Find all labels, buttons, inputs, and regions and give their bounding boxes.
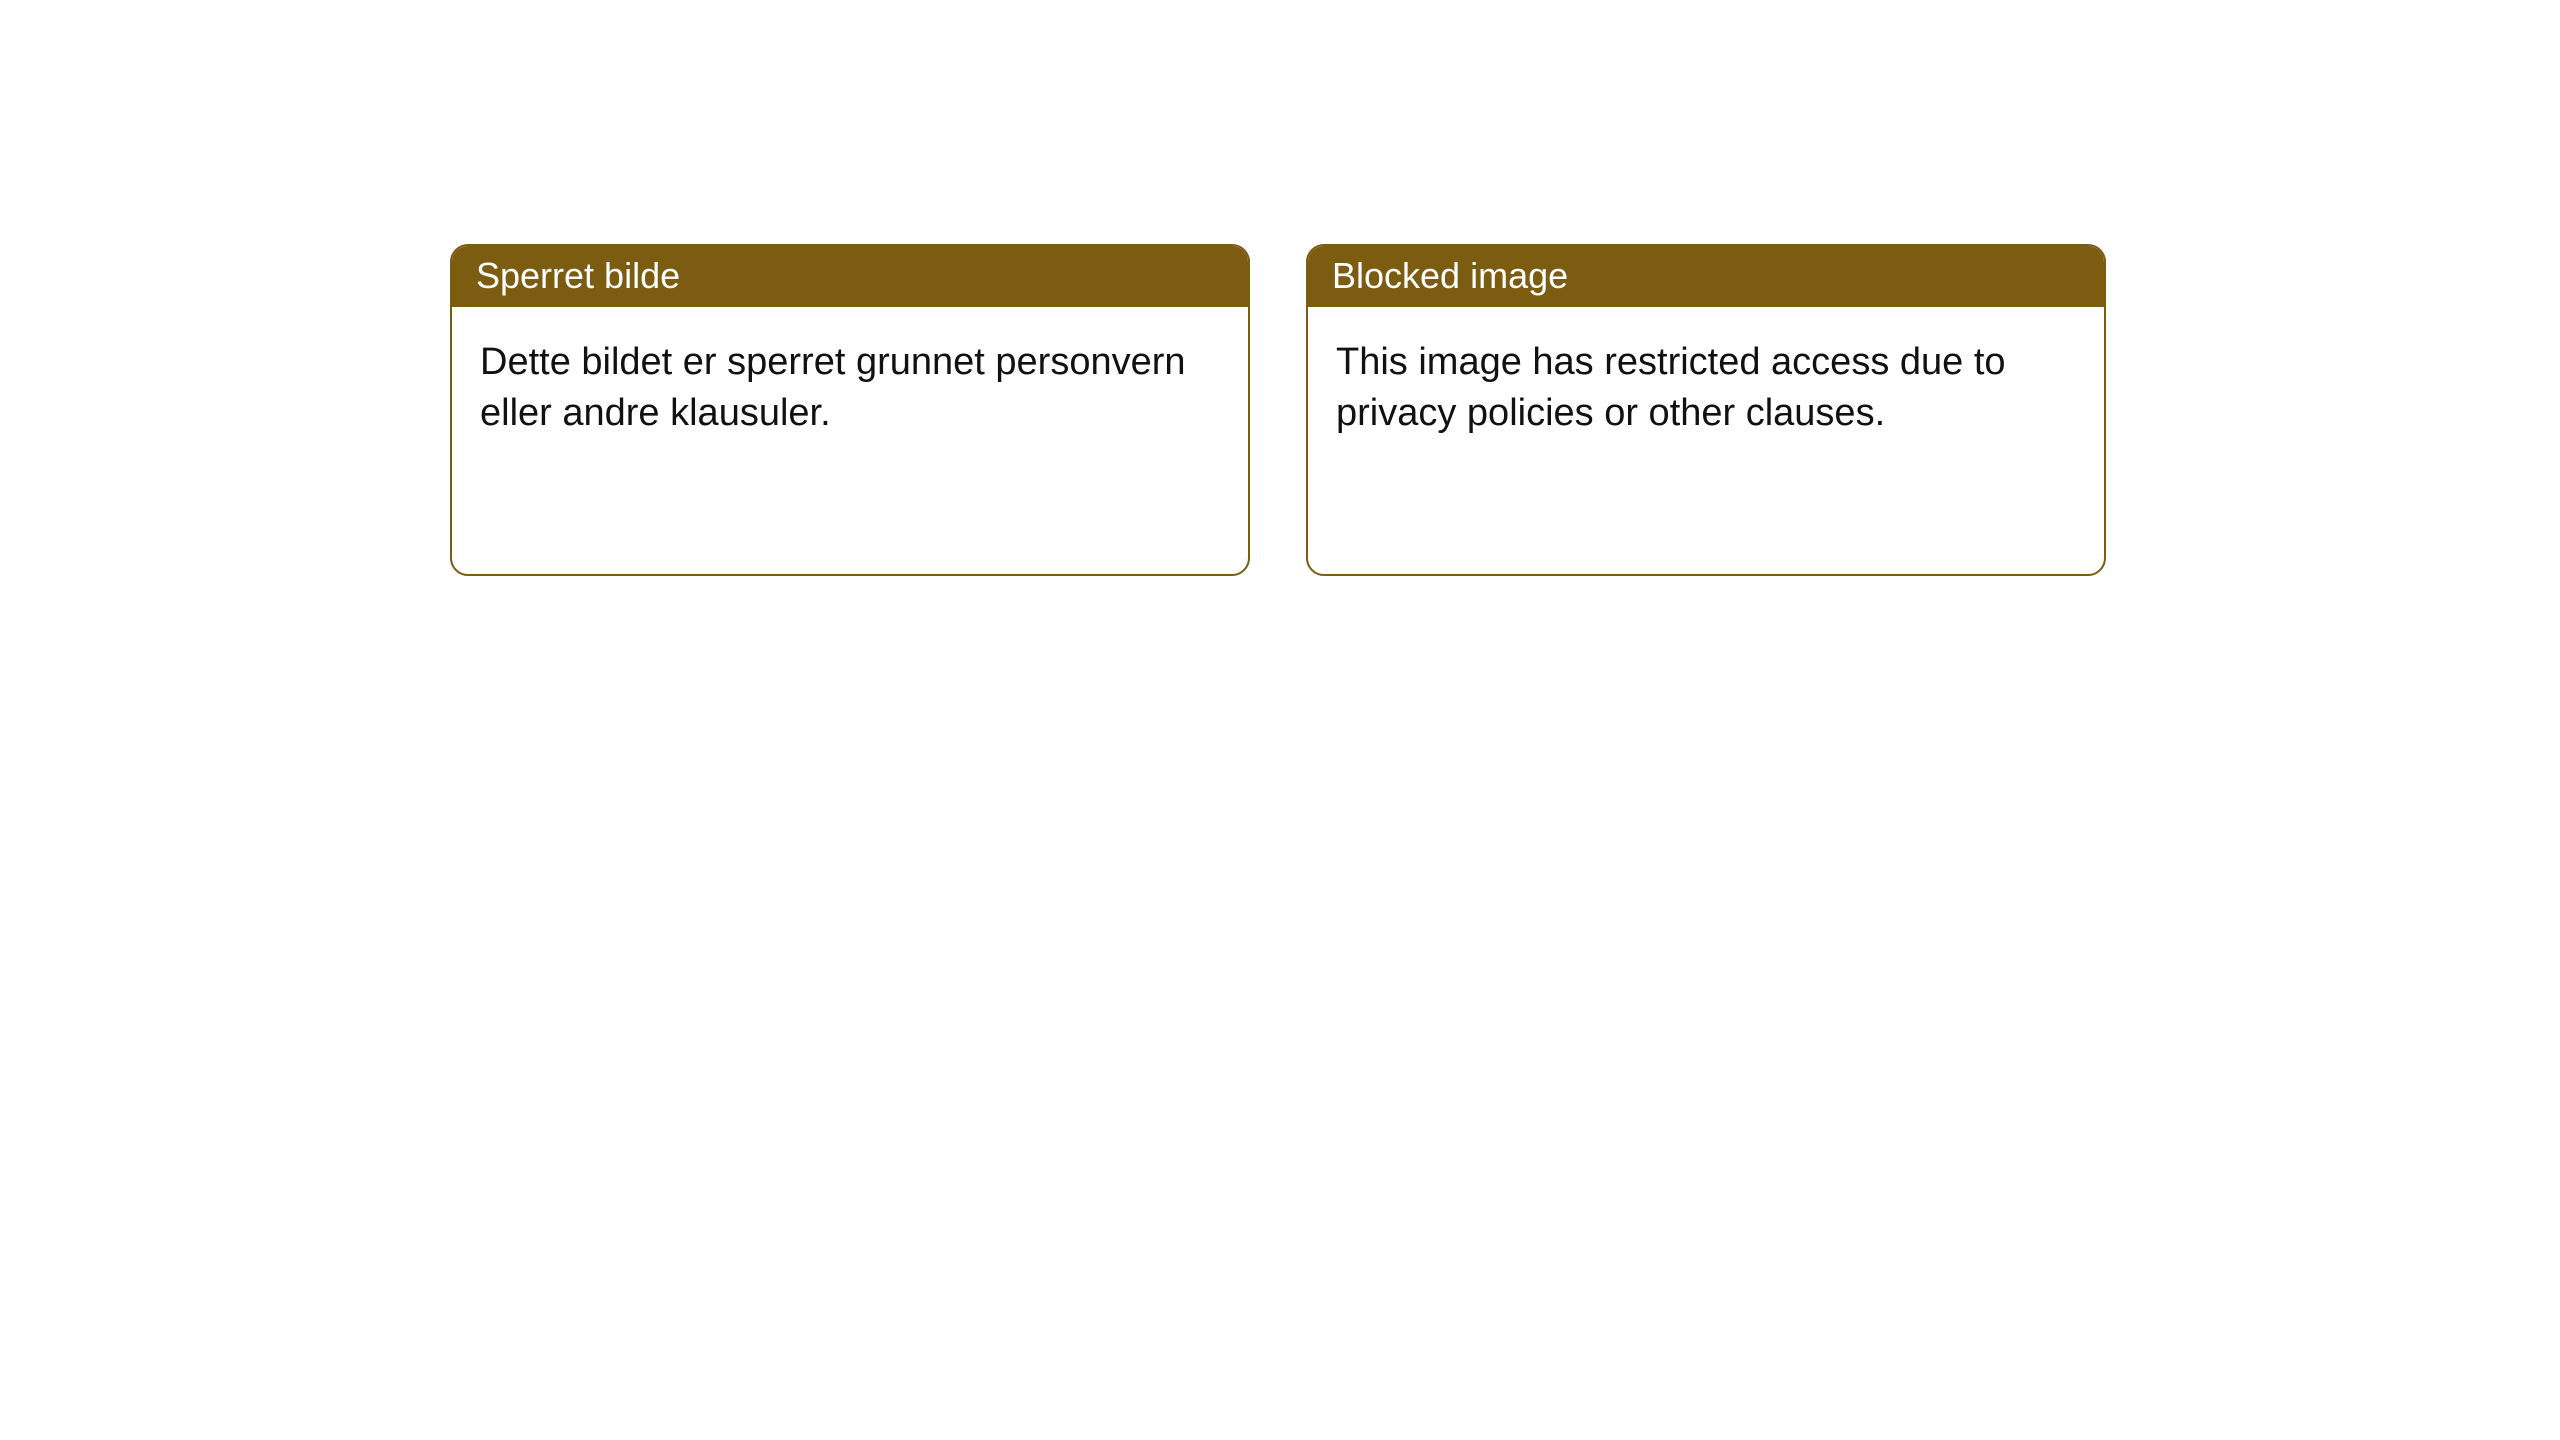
- card-body-english: This image has restricted access due to …: [1308, 307, 2104, 470]
- blocked-image-card-norwegian: Sperret bilde Dette bildet er sperret gr…: [450, 244, 1250, 576]
- blocked-image-card-english: Blocked image This image has restricted …: [1306, 244, 2106, 576]
- card-header-english: Blocked image: [1308, 246, 2104, 307]
- notice-cards-container: Sperret bilde Dette bildet er sperret gr…: [0, 0, 2560, 576]
- card-header-norwegian: Sperret bilde: [452, 246, 1248, 307]
- card-body-norwegian: Dette bildet er sperret grunnet personve…: [452, 307, 1248, 470]
